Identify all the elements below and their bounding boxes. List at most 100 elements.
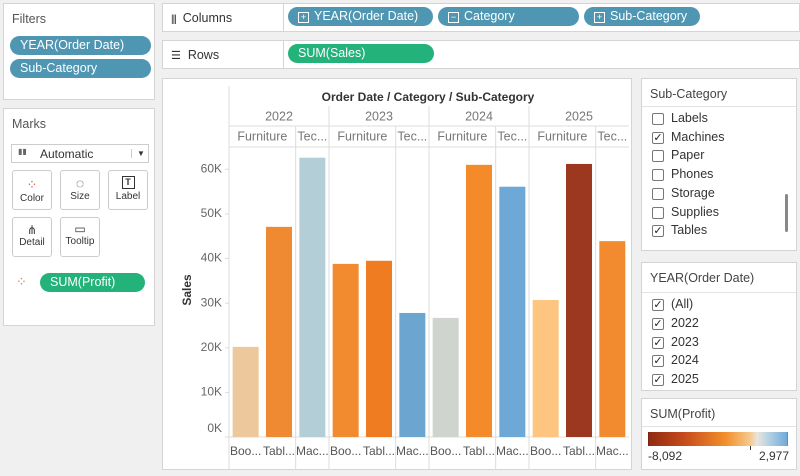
button-label: Color <box>13 193 51 204</box>
checkbox-label: Paper <box>671 148 704 162</box>
category-header: Tec... <box>597 129 627 143</box>
marks-panel: Marks ▮▮ Automatic ▼ ⁘Color ◌Size TLabel… <box>3 108 155 326</box>
profit-legend: SUM(Profit) -8,092 2,977 <box>641 398 797 470</box>
checkbox[interactable] <box>652 150 664 162</box>
checkbox-label: Tables <box>671 223 707 237</box>
tooltip-button[interactable]: ▭Tooltip <box>60 217 100 257</box>
pill-text: Category <box>464 9 515 23</box>
columns-shelf: ||| Columns +YEAR(Order Date) −Category … <box>162 3 800 32</box>
filter-title: YEAR(Order Date) <box>650 271 754 285</box>
checkbox[interactable]: ✓ <box>652 299 664 311</box>
bar <box>366 261 392 437</box>
year-filter: YEAR(Order Date) ✓(All)✓2022✓2023✓2024✓2… <box>641 262 797 391</box>
x-tick-label: Boo... <box>330 444 361 458</box>
checkbox-label: 2024 <box>671 353 699 367</box>
checkbox[interactable] <box>652 113 664 125</box>
checkbox[interactable]: ✓ <box>652 337 664 349</box>
button-label: Size <box>61 191 99 202</box>
y-axis-label: Sales <box>180 274 194 306</box>
checkbox[interactable] <box>652 207 664 219</box>
x-tick-label: Boo... <box>530 444 561 458</box>
column-pill[interactable]: +YEAR(Order Date) <box>288 7 433 26</box>
year-header: 2024 <box>465 109 493 123</box>
category-header: Tec... <box>297 129 327 143</box>
category-header: Tec... <box>497 129 527 143</box>
checkbox[interactable]: ✓ <box>652 318 664 330</box>
bar <box>333 264 359 437</box>
detail-button[interactable]: ⋔Detail <box>12 217 52 257</box>
bar <box>566 164 592 437</box>
x-tick-label: Mac... <box>396 444 429 458</box>
checkbox-label: Phones <box>671 167 713 181</box>
bar <box>499 187 525 437</box>
profit-pill[interactable]: SUM(Profit) <box>40 273 145 292</box>
pill-text: YEAR(Order Date) <box>314 9 418 23</box>
y-tick-label: 0K <box>207 421 222 435</box>
x-tick-label: Tabl... <box>263 444 295 458</box>
rows-label: ☰ Rows <box>171 48 219 62</box>
bar <box>266 227 292 437</box>
marks-title: Marks <box>12 117 46 131</box>
checkbox-label: 2025 <box>671 372 699 386</box>
filters-title: Filters <box>12 12 46 26</box>
subcategory-filter: Sub-Category Labels✓MachinesPaperPhonesS… <box>641 78 797 251</box>
rows-shelf: ☰ Rows SUM(Sales) <box>162 40 800 69</box>
checkbox[interactable]: ✓ <box>652 355 664 367</box>
checkbox[interactable] <box>652 188 664 200</box>
checkbox-label: 2022 <box>671 316 699 330</box>
scrollbar[interactable] <box>785 194 788 232</box>
category-header: Tec... <box>397 129 427 143</box>
checkbox[interactable]: ✓ <box>652 132 664 144</box>
category-header: Furniture <box>537 129 587 143</box>
checkbox[interactable] <box>652 169 664 181</box>
x-tick-label: Boo... <box>430 444 461 458</box>
category-header: Furniture <box>337 129 387 143</box>
y-tick-label: 20K <box>201 340 222 354</box>
color-icon: ⁘ <box>16 274 27 290</box>
y-tick-label: 50K <box>201 206 222 220</box>
filter-title: Sub-Category <box>650 87 727 101</box>
checkbox-label: Supplies <box>671 205 719 219</box>
x-tick-label: Tabl... <box>463 444 495 458</box>
checkbox[interactable]: ✓ <box>652 374 664 386</box>
x-tick-label: Tabl... <box>363 444 395 458</box>
checkbox-label: Storage <box>671 186 715 200</box>
column-pill[interactable]: +Sub-Category <box>584 7 700 26</box>
filter-pill[interactable]: Sub-Category <box>10 59 151 78</box>
color-button[interactable]: ⁘Color <box>12 170 52 210</box>
year-header: 2025 <box>565 109 593 123</box>
label-button[interactable]: TLabel <box>108 170 148 210</box>
button-label: Tooltip <box>61 236 99 247</box>
legend-min: -8,092 <box>648 449 682 463</box>
bar <box>299 158 325 437</box>
legend-max: 2,977 <box>759 449 789 463</box>
size-button[interactable]: ◌Size <box>60 170 100 210</box>
row-pill[interactable]: SUM(Sales) <box>288 44 434 63</box>
filters-panel: Filters YEAR(Order Date) Sub-Category <box>3 3 155 100</box>
year-header: 2022 <box>265 109 293 123</box>
y-tick-label: 30K <box>201 295 222 309</box>
button-label: Detail <box>13 237 51 248</box>
pill-text: Sub-Category <box>610 9 687 23</box>
checkbox[interactable]: ✓ <box>652 225 664 237</box>
column-pill[interactable]: −Category <box>438 7 579 26</box>
y-tick-label: 60K <box>201 161 222 175</box>
columns-label: ||| Columns <box>171 11 232 25</box>
y-tick-label: 10K <box>201 385 222 399</box>
x-tick-label: Boo... <box>230 444 261 458</box>
x-tick-label: Mac... <box>296 444 329 458</box>
columns-text: Columns <box>183 11 232 25</box>
checkbox-label: Machines <box>671 130 725 144</box>
category-header: Furniture <box>237 129 287 143</box>
bar <box>433 318 459 437</box>
zero-tick <box>750 446 751 450</box>
button-label: Label <box>109 191 147 202</box>
x-tick-label: Mac... <box>596 444 629 458</box>
checkbox-label: (All) <box>671 297 693 311</box>
bar <box>533 300 559 437</box>
x-tick-label: Mac... <box>496 444 529 458</box>
mark-type-dropdown[interactable]: ▮▮ Automatic ▼ <box>11 144 149 163</box>
filter-pill[interactable]: YEAR(Order Date) <box>10 36 151 55</box>
rows-text: Rows <box>188 48 219 62</box>
